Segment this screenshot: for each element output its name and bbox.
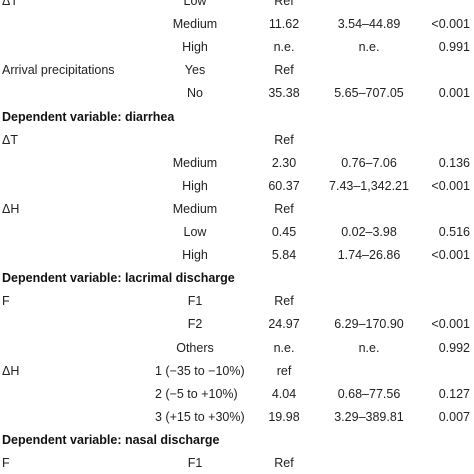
table-row: High 60.37 7.43–1,342.21 <0.001 xyxy=(0,176,474,196)
table-row: F F1 Ref xyxy=(0,453,474,473)
section-header: Dependent variable: lacrimal discharge xyxy=(2,271,235,286)
variable-cell: ΔH xyxy=(2,201,20,216)
confidence-interval-cell: 0.76–7.06 xyxy=(341,155,397,170)
table-row: High n.e. n.e. 0.991 xyxy=(0,37,474,57)
confidence-interval-cell: 3.54–44.89 xyxy=(337,17,401,32)
p-value-cell: 0.007 xyxy=(438,409,470,424)
variable-cell: ΔT xyxy=(2,132,18,147)
confidence-interval-cell: 5.65–707.05 xyxy=(334,86,404,101)
odds-ratio-cell: Ref xyxy=(274,456,294,470)
section-header-row: Dependent variable: lacrimal discharge xyxy=(0,268,474,288)
confidence-interval-cell: 7.43–1,342.21 xyxy=(329,178,409,193)
confidence-interval-cell: n.e. xyxy=(358,340,380,355)
p-value-cell: 0.992 xyxy=(438,340,470,355)
table-row: ΔT Ref xyxy=(0,130,474,150)
odds-ratio-cell: 35.38 xyxy=(268,86,300,101)
level-cell: Low xyxy=(183,0,207,8)
odds-ratio-cell: 60.37 xyxy=(268,178,300,193)
table-row: Others n.e. n.e. 0.992 xyxy=(0,338,474,358)
table-row: High 5.84 1.74–26.86 <0.001 xyxy=(0,245,474,265)
table-row: Medium 11.62 3.54–44.89 <0.001 xyxy=(0,14,474,34)
odds-ratio-cell: 24.97 xyxy=(268,317,300,332)
level-cell: Medium xyxy=(172,201,218,216)
table-row: F F1 Ref xyxy=(0,291,474,311)
odds-ratio-cell: 5.84 xyxy=(271,248,297,263)
confidence-interval-cell: 3.29–389.81 xyxy=(334,409,404,424)
odds-ratio-cell: Ref xyxy=(274,63,294,78)
confidence-interval-cell: 0.68–77.56 xyxy=(337,386,401,401)
p-value-cell: <0.001 xyxy=(431,17,470,32)
p-value-cell: 0.001 xyxy=(438,86,470,101)
table-row: 3 (+15 to +30%) 19.98 3.29–389.81 0.007 xyxy=(0,407,474,427)
p-value-cell: 0.136 xyxy=(438,155,470,170)
odds-ratio-cell: ref xyxy=(276,363,292,378)
odds-ratio-cell: 0.45 xyxy=(271,225,297,239)
odds-ratio-cell: 2.30 xyxy=(271,155,297,170)
confidence-interval-cell: n.e. xyxy=(358,40,380,55)
section-header: Dependent variable: diarrhea xyxy=(2,109,175,124)
p-value-cell: <0.001 xyxy=(431,248,470,263)
odds-ratio-cell: Ref xyxy=(274,132,294,147)
confidence-interval-cell: 6.29–170.90 xyxy=(334,317,404,332)
odds-ratio-cell: 11.62 xyxy=(268,17,300,32)
table-row: ΔH Medium Ref xyxy=(0,199,474,219)
table-row: Low 0.45 0.02–3.98 0.516 xyxy=(0,222,474,242)
variable-cell: F xyxy=(2,456,10,470)
p-value-cell: 0.516 xyxy=(438,225,470,239)
odds-ratio-cell: 4.04 xyxy=(271,386,297,401)
variable-cell: Arrival precipitations xyxy=(2,63,115,78)
odds-ratio-cell: n.e. xyxy=(273,40,295,55)
level-cell: No xyxy=(187,86,203,101)
level-cell: 2 (−5 to +10%) xyxy=(155,386,238,401)
odds-ratio-cell: Ref xyxy=(274,294,294,309)
level-cell: F2 xyxy=(187,317,203,332)
level-cell: Low xyxy=(183,225,207,239)
variable-cell: ΔH xyxy=(2,363,20,378)
p-value-cell: <0.001 xyxy=(431,317,470,332)
level-cell: 3 (+15 to +30%) xyxy=(155,409,245,424)
level-cell: High xyxy=(182,248,208,263)
level-cell: Yes xyxy=(184,63,206,78)
table-row: Arrival precipitations Yes Ref xyxy=(0,60,474,80)
section-header-row: Dependent variable: nasal discharge xyxy=(0,430,474,450)
level-cell: F1 xyxy=(187,294,203,309)
table-row: Medium 2.30 0.76–7.06 0.136 xyxy=(0,153,474,173)
level-cell: Medium xyxy=(172,155,218,170)
level-cell: 1 (−35 to −10%) xyxy=(155,363,245,378)
table-row: ΔT Low Ref xyxy=(0,0,474,11)
level-cell: F1 xyxy=(187,456,203,470)
table-row: 2 (−5 to +10%) 4.04 0.68–77.56 0.127 xyxy=(0,384,474,404)
section-header-row: Dependent variable: diarrhea xyxy=(0,107,474,127)
confidence-interval-cell: 1.74–26.86 xyxy=(337,248,401,263)
table-row: F2 24.97 6.29–170.90 <0.001 xyxy=(0,314,474,334)
odds-ratio-cell: n.e. xyxy=(273,340,295,355)
p-value-cell: 0.127 xyxy=(438,386,470,401)
odds-ratio-cell: Ref xyxy=(274,201,294,216)
variable-cell: ΔT xyxy=(2,0,18,8)
level-cell: Medium xyxy=(172,17,218,32)
table-row: ΔH 1 (−35 to −10%) ref xyxy=(0,361,474,381)
p-value-cell: 0.991 xyxy=(438,40,470,55)
variable-cell: F xyxy=(2,294,10,309)
confidence-interval-cell: 0.02–3.98 xyxy=(341,225,397,239)
table-row: No 35.38 5.65–707.05 0.001 xyxy=(0,83,474,103)
level-cell: High xyxy=(182,178,208,193)
section-header: Dependent variable: nasal discharge xyxy=(2,432,220,447)
level-cell: High xyxy=(182,40,208,55)
odds-ratio-cell: Ref xyxy=(274,0,294,8)
level-cell: Others xyxy=(176,340,214,355)
odds-ratio-cell: 19.98 xyxy=(268,409,300,424)
p-value-cell: <0.001 xyxy=(431,178,470,193)
